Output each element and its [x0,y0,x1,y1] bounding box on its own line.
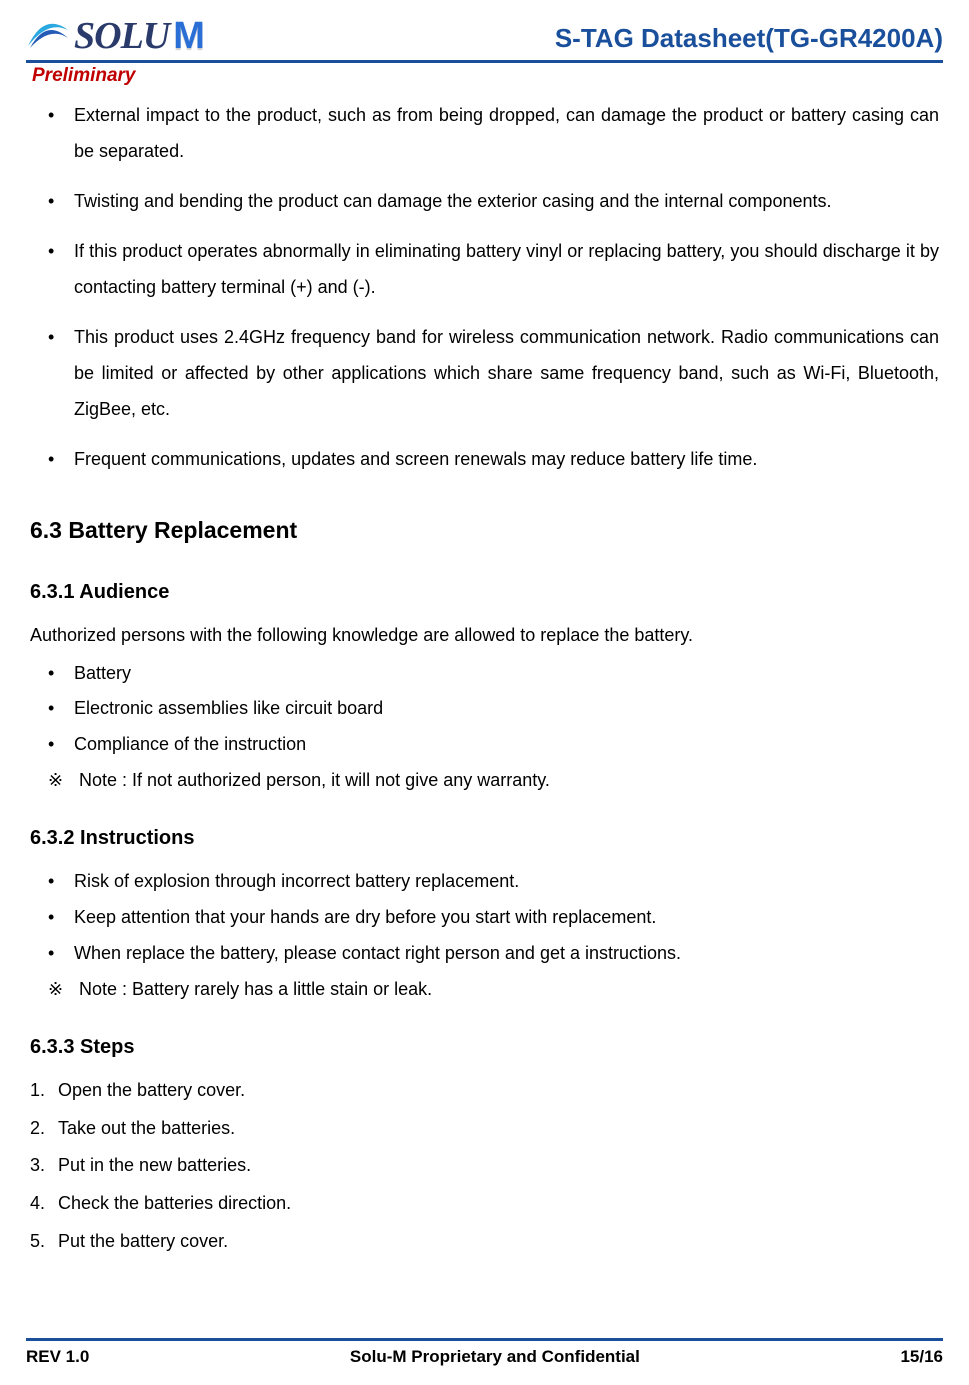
logo-swoosh-icon [26,16,70,52]
footer: REV 1.0 Solu-M Proprietary and Confident… [26,1338,943,1367]
list-item: If this product operates abnormally in e… [74,233,939,305]
note-text: Note : Battery rarely has a little stain… [79,979,432,999]
list-item: Put in the new batteries. [30,1152,939,1180]
top-bullet-list: External impact to the product, such as … [30,97,939,477]
section-6-3-title: 6.3 Battery Replacement [30,513,939,549]
audience-bullet-list: Battery Electronic assemblies like circu… [30,660,939,760]
list-item: Frequent communications, updates and scr… [74,441,939,477]
content: External impact to the product, such as … [20,97,949,1256]
logo-m: M [173,15,205,58]
footer-rev: REV 1.0 [26,1347,89,1367]
list-item: Take out the batteries. [30,1115,939,1143]
logo: SOLU M [26,12,205,56]
footer-confidential: Solu-M Proprietary and Confidential [350,1347,640,1367]
list-item: This product uses 2.4GHz frequency band … [74,319,939,427]
section-6-3-3-title: 6.3.3 Steps [30,1032,939,1063]
list-item: Battery [74,660,939,688]
section-6-3-1-intro: Authorized persons with the following kn… [30,622,939,650]
header: SOLU M S-TAG Datasheet(TG-GR4200A) [20,12,949,60]
instructions-bullet-list: Risk of explosion through incorrect batt… [30,868,939,968]
section-6-3-2-title: 6.3.2 Instructions [30,823,939,854]
preliminary-label: Preliminary [32,65,949,87]
section-6-3-1-note: ※ Note : If not authorized person, it wi… [30,767,939,795]
list-item: Compliance of the instruction [74,731,939,759]
note-text: Note : If not authorized person, it will… [79,770,550,790]
list-item: When replace the battery, please contact… [74,940,939,968]
list-item: External impact to the product, such as … [74,97,939,169]
section-6-3-2-note: ※ Note : Battery rarely has a little sta… [30,976,939,1004]
list-item: Check the batteries direction. [30,1190,939,1218]
list-item: Twisting and bending the product can dam… [74,183,939,219]
list-item: Put the battery cover. [30,1228,939,1256]
footer-page: 15/16 [900,1347,943,1367]
header-rule [26,60,943,63]
footer-rule [26,1338,943,1341]
list-item: Electronic assemblies like circuit board [74,695,939,723]
list-item: Keep attention that your hands are dry b… [74,904,939,932]
logo-text: SOLU [74,14,169,58]
document-title: S-TAG Datasheet(TG-GR4200A) [555,23,943,56]
page: SOLU M S-TAG Datasheet(TG-GR4200A) Preli… [0,0,969,1385]
list-item: Open the battery cover. [30,1077,939,1105]
steps-list: Open the battery cover. Take out the bat… [30,1077,939,1256]
note-symbol-icon: ※ [48,976,74,1004]
note-symbol-icon: ※ [48,767,74,795]
list-item: Risk of explosion through incorrect batt… [74,868,939,896]
section-6-3-1-title: 6.3.1 Audience [30,577,939,608]
footer-row: REV 1.0 Solu-M Proprietary and Confident… [26,1347,943,1367]
